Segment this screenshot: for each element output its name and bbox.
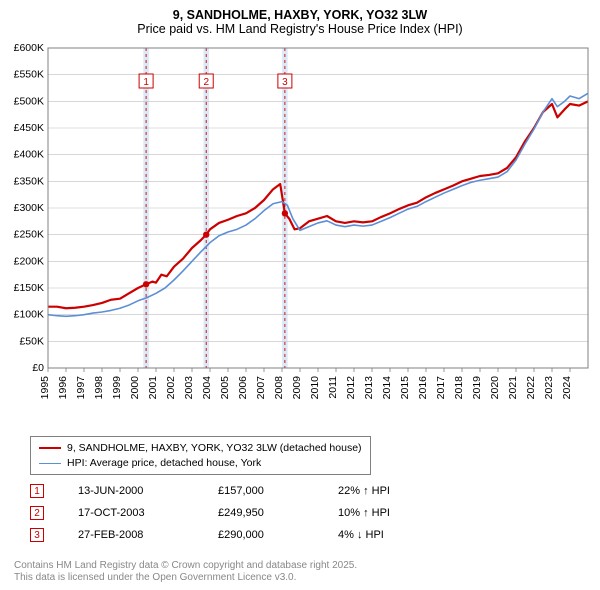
svg-text:2013: 2013: [363, 376, 375, 400]
marker-row: 2 17-OCT-2003£249,95010% ↑ HPI: [30, 502, 458, 524]
legend-item: 9, SANDHOLME, HAXBY, YORK, YO32 3LW (det…: [39, 441, 362, 456]
marker-pct: 10% ↑ HPI: [338, 507, 458, 519]
svg-text:£550K: £550K: [14, 69, 44, 81]
svg-text:£500K: £500K: [14, 95, 44, 107]
svg-text:2020: 2020: [489, 376, 501, 400]
svg-text:£300K: £300K: [14, 202, 44, 214]
svg-text:2014: 2014: [381, 376, 393, 400]
svg-text:2022: 2022: [525, 376, 537, 400]
legend: 9, SANDHOLME, HAXBY, YORK, YO32 3LW (det…: [30, 436, 371, 475]
svg-text:2009: 2009: [291, 376, 303, 400]
svg-text:2001: 2001: [147, 376, 159, 400]
svg-text:£350K: £350K: [14, 175, 44, 187]
legend-swatch: [39, 463, 61, 464]
svg-text:£450K: £450K: [14, 122, 44, 134]
svg-text:£600K: £600K: [14, 42, 44, 54]
marker-date: 17-OCT-2003: [78, 507, 218, 519]
svg-text:1999: 1999: [111, 376, 123, 400]
svg-text:2016: 2016: [417, 376, 429, 400]
marker-number-box: 2: [30, 506, 44, 520]
svg-text:2017: 2017: [435, 376, 447, 400]
footer-line1: Contains HM Land Registry data © Crown c…: [14, 560, 357, 572]
chart-area: £0 £50K £100K £150K £200K £250K £300K £350K £400…: [0, 40, 600, 430]
svg-text:£150K: £150K: [14, 282, 44, 294]
svg-text:2023: 2023: [543, 376, 555, 400]
svg-text:2007: 2007: [255, 376, 267, 400]
footer-line2: This data is licensed under the Open Gov…: [14, 572, 357, 584]
svg-text:2018: 2018: [453, 376, 465, 400]
svg-text:2002: 2002: [165, 376, 177, 400]
svg-text:2003: 2003: [183, 376, 195, 400]
line-chart: £0 £50K £100K £150K £200K £250K £300K £350K £400…: [0, 40, 600, 430]
footer-attribution: Contains HM Land Registry data © Crown c…: [14, 560, 357, 584]
marker-row: 3 27-FEB-2008£290,0004% ↓ HPI: [30, 524, 458, 546]
marker-number-box: 1: [30, 484, 44, 498]
svg-text:1995: 1995: [39, 376, 51, 400]
svg-text:2000: 2000: [129, 376, 141, 400]
page: 9, SANDHOLME, HAXBY, YORK, YO32 3LW Pric…: [0, 0, 600, 590]
svg-text:2024: 2024: [561, 376, 573, 400]
chart-title: 9, SANDHOLME, HAXBY, YORK, YO32 3LW: [0, 0, 600, 22]
legend-label: 9, SANDHOLME, HAXBY, YORK, YO32 3LW (det…: [67, 441, 362, 456]
svg-text:2004: 2004: [201, 376, 213, 400]
svg-text:£100K: £100K: [14, 309, 44, 321]
svg-text:2021: 2021: [507, 376, 519, 400]
svg-text:£0: £0: [32, 362, 44, 374]
svg-text:2015: 2015: [399, 376, 411, 400]
marker-table: 1 13-JUN-2000£157,00022% ↑ HPI 2 17-OCT-200…: [30, 480, 458, 546]
svg-text:2019: 2019: [471, 376, 483, 400]
svg-text:£50K: £50K: [19, 335, 44, 347]
marker-date: 13-JUN-2000: [78, 485, 218, 497]
svg-text:3: 3: [282, 77, 288, 88]
svg-text:1997: 1997: [75, 376, 87, 400]
svg-text:2006: 2006: [237, 376, 249, 400]
svg-text:2010: 2010: [309, 376, 321, 400]
svg-text:2012: 2012: [345, 376, 357, 400]
svg-text:£200K: £200K: [14, 255, 44, 267]
marker-price: £290,000: [218, 529, 338, 541]
svg-text:2005: 2005: [219, 376, 231, 400]
legend-swatch: [39, 447, 61, 449]
svg-text:1998: 1998: [93, 376, 105, 400]
svg-text:1: 1: [143, 77, 149, 88]
svg-text:1996: 1996: [57, 376, 69, 400]
marker-price: £249,950: [218, 507, 338, 519]
svg-text:£250K: £250K: [14, 229, 44, 241]
legend-label: HPI: Average price, detached house, York: [67, 456, 261, 471]
marker-date: 27-FEB-2008: [78, 529, 218, 541]
chart-subtitle: Price paid vs. HM Land Registry's House …: [0, 22, 600, 42]
svg-text:2011: 2011: [327, 376, 339, 399]
marker-pct: 22% ↑ HPI: [338, 485, 458, 497]
marker-number-box: 3: [30, 528, 44, 542]
svg-text:£400K: £400K: [14, 149, 44, 161]
marker-row: 1 13-JUN-2000£157,00022% ↑ HPI: [30, 480, 458, 502]
marker-pct: 4% ↓ HPI: [338, 529, 458, 541]
svg-text:2008: 2008: [273, 376, 285, 400]
legend-item: HPI: Average price, detached house, York: [39, 456, 362, 471]
svg-text:2: 2: [203, 77, 209, 88]
marker-price: £157,000: [218, 485, 338, 497]
